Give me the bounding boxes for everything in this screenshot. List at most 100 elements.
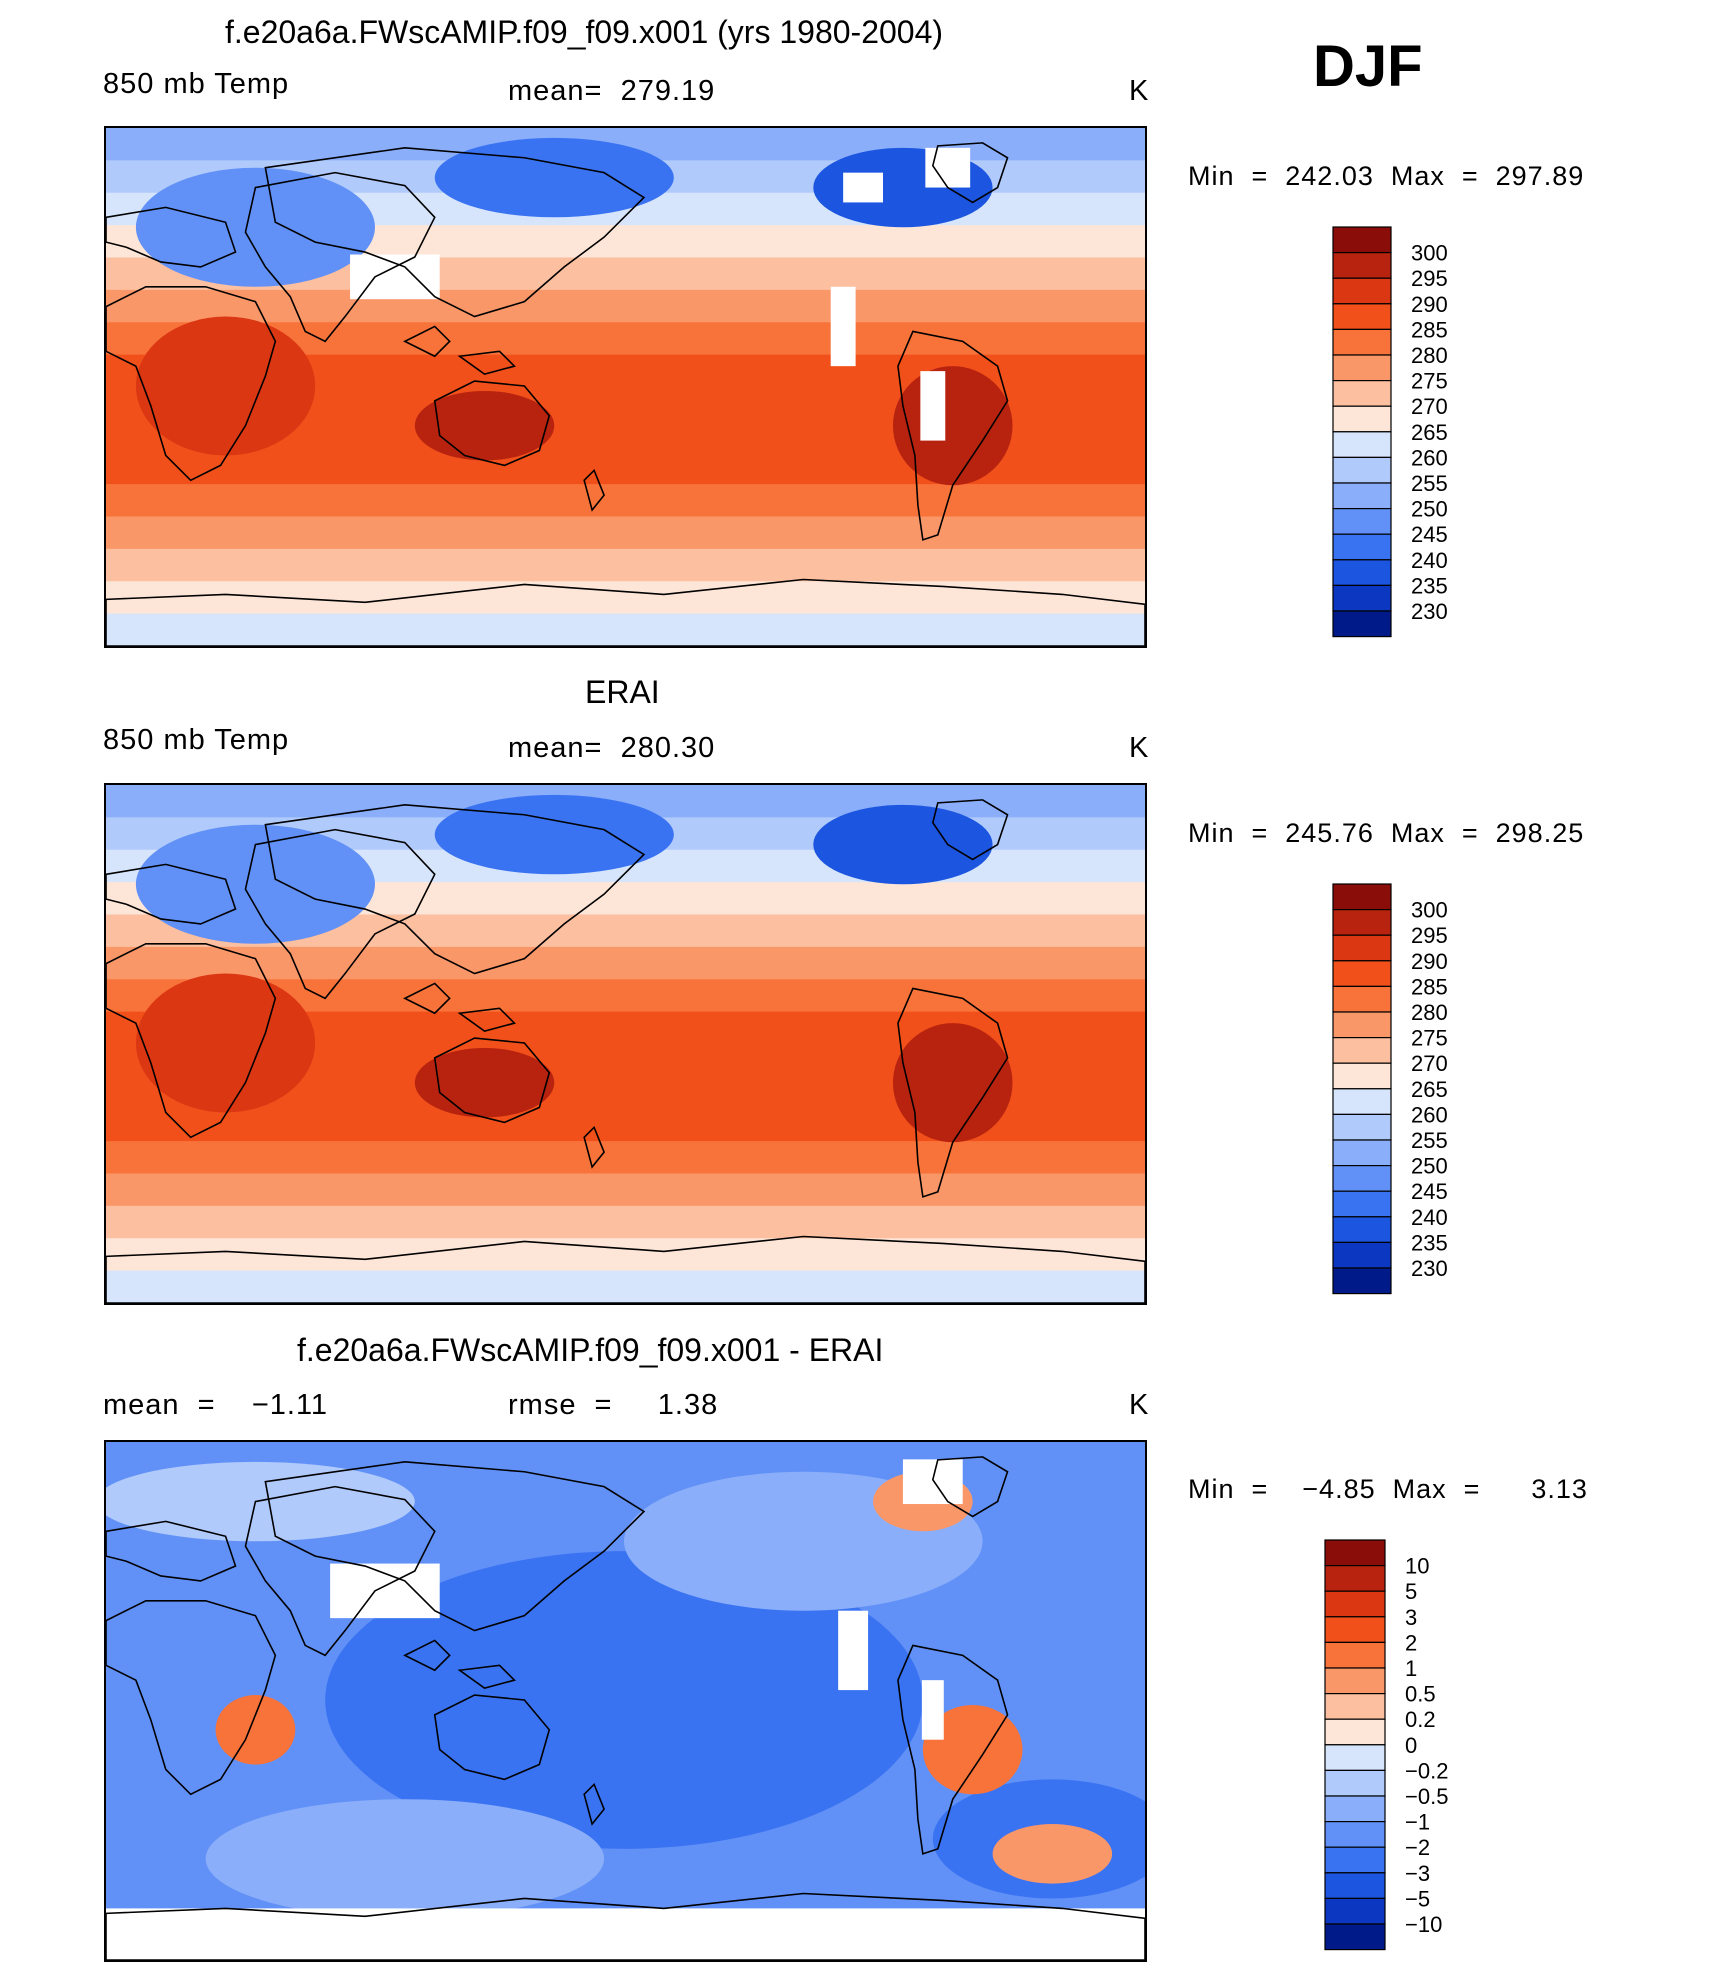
colorbar-tick-label: 285: [1411, 974, 1448, 999]
contour-blob: [892, 366, 1013, 486]
contour-blob: [892, 1023, 1013, 1143]
colorbar-swatch: [1324, 1693, 1386, 1720]
coastline: [244, 828, 436, 1000]
contour-blob: [434, 137, 674, 218]
colorbar-tick-label: 275: [1411, 1026, 1448, 1051]
missing-data-patch: [902, 1459, 963, 1505]
colorbar-tick-label: 255: [1411, 1128, 1448, 1153]
colorbar-tick-label: 10: [1405, 1554, 1429, 1579]
colorbar-swatch: [1332, 1011, 1392, 1039]
colorbar-swatch: [1332, 1216, 1392, 1243]
colorbar-tick-label: 235: [1411, 573, 1448, 598]
colorbar-tick-label: 295: [1411, 266, 1448, 291]
coastline: [403, 982, 451, 1015]
colorbar-tick-label: 3: [1405, 1605, 1417, 1630]
contour-band: [106, 613, 1145, 646]
colorbar-swatch: [1332, 354, 1392, 382]
colorbar-tick-label: 280: [1411, 343, 1448, 368]
coastlines: [106, 799, 1145, 1303]
colorbar-tick-label: −2: [1405, 1835, 1430, 1860]
contour-band: [106, 1173, 1145, 1207]
coastline: [403, 1639, 451, 1672]
colorbar-swatch: [1324, 1872, 1386, 1899]
colorbar-swatch: [1332, 226, 1392, 254]
panel-2-map: [104, 783, 1147, 1305]
colorbar-swatch: [1332, 559, 1392, 586]
contour-blob: [135, 973, 316, 1113]
colorbar-tick-label: 300: [1411, 898, 1448, 923]
colorbar-swatch: [1332, 1190, 1392, 1218]
colorbar-tick-label: 1: [1405, 1656, 1417, 1681]
colorbar-tick-label: 0.2: [1405, 1707, 1436, 1732]
coastline: [433, 380, 551, 467]
contour-blob: [325, 1551, 923, 1849]
coastline: [106, 285, 277, 482]
coastline: [931, 799, 1009, 861]
contour-band: [106, 1141, 1145, 1175]
contour-band: [106, 1205, 1145, 1240]
contour-blob: [135, 824, 375, 944]
coastline: [931, 1456, 1009, 1518]
contour-band: [106, 581, 1145, 615]
panel-3-title: f.e20a6a.FWscAMIP.f09_f09.x001 - ERAI: [297, 1332, 884, 1368]
colorbar-swatch: [1332, 1062, 1392, 1090]
colorbar-tick-label: 295: [1411, 923, 1448, 948]
colorbar-tick-label: −10: [1405, 1912, 1442, 1937]
colorbar-tick-label: 0: [1405, 1733, 1417, 1758]
coastline: [244, 1485, 436, 1657]
colorbar-swatch: [1332, 1165, 1392, 1192]
coastline: [106, 1892, 1145, 1960]
coastline: [106, 1520, 237, 1582]
coastline: [583, 468, 605, 512]
missing-data-patch: [838, 1610, 869, 1691]
coastline: [106, 942, 277, 1139]
contour-blob: [992, 1824, 1113, 1884]
contour-band: [106, 1238, 1145, 1272]
colorbar-swatch: [1332, 303, 1392, 331]
colorbar-tick-label: 245: [1411, 522, 1448, 547]
panel-3-rmse-label: rmse = 1.38: [508, 1389, 719, 1421]
colorbar-swatch: [1332, 456, 1392, 484]
colorbar-swatch: [1324, 1590, 1386, 1618]
coastline: [457, 1664, 516, 1689]
colorbar-swatch: [1324, 1616, 1386, 1644]
contour-band: [106, 1270, 1145, 1303]
colorbar-tick-label: 2: [1405, 1630, 1417, 1655]
coastline: [583, 1782, 605, 1826]
coastline: [433, 1694, 551, 1781]
colorbar-swatch: [1332, 883, 1392, 911]
colorbar-tick-label: 250: [1411, 1154, 1448, 1179]
panel-1-variable-label: 850 mb Temp: [103, 68, 290, 100]
panel-2-units-label: K: [1129, 732, 1150, 764]
colorbar-tick-label: 280: [1411, 1000, 1448, 1025]
colorbar-tick-label: 260: [1411, 445, 1448, 470]
colorbar-swatch: [1332, 533, 1392, 561]
colorbar-tick-label: 265: [1411, 420, 1448, 445]
colorbar-swatch: [1332, 1037, 1392, 1064]
colorbar-swatch: [1332, 1113, 1392, 1141]
colorbar-tick-label: 275: [1411, 369, 1448, 394]
colorbar-swatch: [1332, 1088, 1392, 1116]
colorbar-tick-label: −0.5: [1405, 1784, 1448, 1809]
panel-2-colorbar: 300 295 290 285 280 275 270 265 260 255 250 245 240 2…: [1332, 883, 1513, 1298]
contour-blob: [106, 1461, 415, 1542]
colorbar-tick-label: 250: [1411, 497, 1448, 522]
coastline: [897, 1644, 1009, 1855]
contour-blob: [434, 794, 674, 875]
colorbar-tick-label: −1: [1405, 1810, 1430, 1835]
colorbar-swatch: [1324, 1846, 1386, 1874]
coastline: [106, 578, 1145, 646]
colorbar-tick-label: 240: [1411, 548, 1448, 573]
coastline: [264, 147, 646, 318]
contour-band: [106, 484, 1145, 518]
colorbar-swatch: [1324, 1795, 1386, 1823]
missing-data-patch: [106, 1908, 1145, 1960]
panel-3-map: [104, 1440, 1147, 1962]
missing-data-patch: [830, 286, 856, 367]
coastline: [106, 206, 237, 268]
colorbar-swatch: [1324, 1718, 1386, 1746]
colorbar-swatch: [1332, 508, 1392, 535]
colorbar-swatch: [1332, 1241, 1392, 1269]
panel-2-mean-label: mean= 280.30: [508, 732, 716, 764]
colorbar-swatch: [1332, 252, 1392, 279]
